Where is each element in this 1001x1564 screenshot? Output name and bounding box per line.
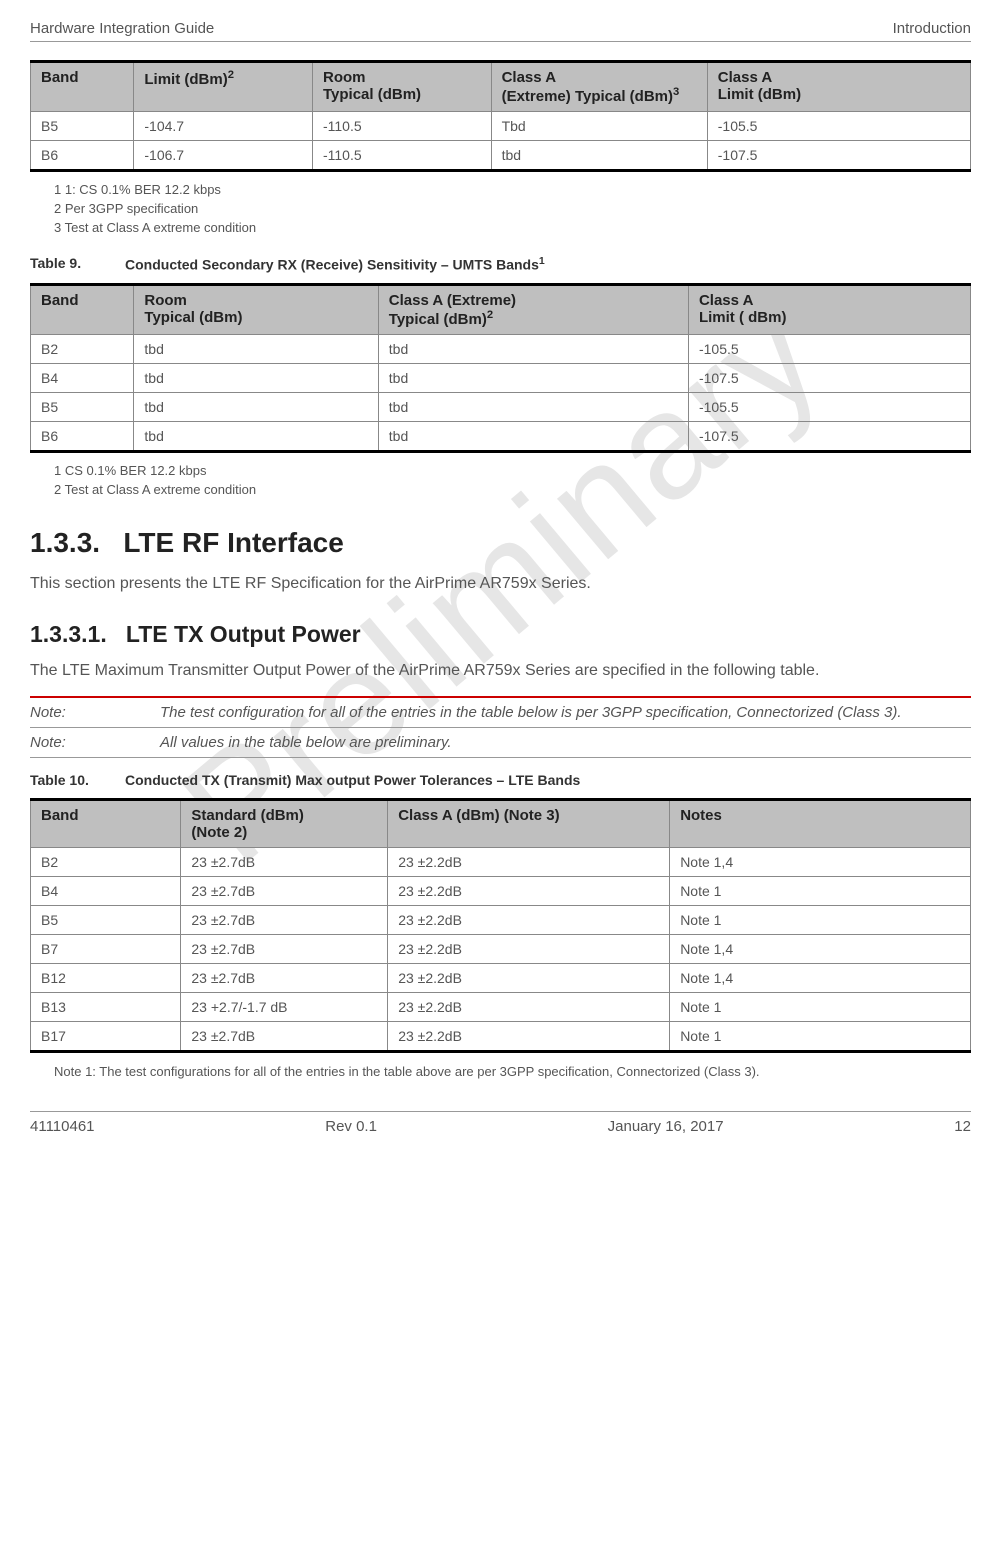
- table-row: B1223 ±2.7dB23 ±2.2dBNote 1,4: [31, 964, 971, 993]
- t9-h-band: Band: [31, 284, 134, 334]
- t9-h-lim: Class ALimit ( dBm): [688, 284, 970, 334]
- header-left: Hardware Integration Guide: [30, 20, 214, 37]
- t10-h-std: Standard (dBm)(Note 2): [181, 800, 388, 848]
- note-label: Note:: [30, 704, 160, 721]
- table-row: B5-104.7-110.5Tbd-105.5: [31, 112, 971, 141]
- table-row: B423 ±2.7dB23 ±2.2dBNote 1: [31, 877, 971, 906]
- footer-docnum: 41110461: [30, 1118, 95, 1135]
- footer-date: January 16, 2017: [608, 1118, 724, 1135]
- t9-h-room: RoomTypical (dBm): [134, 284, 378, 334]
- section-1-3-3-1-heading: 1.3.3.1. LTE TX Output Power: [30, 621, 971, 648]
- table-row: B5tbdtbd-105.5: [31, 392, 971, 421]
- t10-h-band: Band: [31, 800, 181, 848]
- table-9-caption: Table 9. Conducted Secondary RX (Receive…: [30, 255, 971, 273]
- t8-h-room: RoomTypical (dBm): [312, 62, 491, 112]
- footer-rev: Rev 0.1: [325, 1118, 377, 1135]
- t8-h-classa-ext: Class A(Extreme) Typical (dBm)3: [491, 62, 707, 112]
- table-row: B4tbdtbd-107.5: [31, 363, 971, 392]
- table-10-postnote: Note 1: The test configurations for all …: [54, 1063, 971, 1081]
- t10-h-notes: Notes: [670, 800, 971, 848]
- section-1-3-3-body: This section presents the LTE RF Specifi…: [30, 573, 971, 595]
- table-row: B2tbdtbd-105.5: [31, 334, 971, 363]
- note-text-2: All values in the table below are prelim…: [160, 734, 971, 751]
- t8-h-band: Band: [31, 62, 134, 112]
- section-1-3-3-1-body: The LTE Maximum Transmitter Output Power…: [30, 660, 971, 682]
- note-text-1: The test configuration for all of the en…: [160, 704, 971, 721]
- table-9-footnotes: 1 CS 0.1% BER 12.2 kbps 2 Test at Class …: [54, 463, 971, 497]
- table-row: B723 ±2.7dB23 ±2.2dBNote 1,4: [31, 935, 971, 964]
- section-1-3-3-heading: 1.3.3. LTE RF Interface: [30, 527, 971, 559]
- table-8-footnotes: 1 1: CS 0.1% BER 12.2 kbps 2 Per 3GPP sp…: [54, 182, 971, 235]
- t9-h-ext: Class A (Extreme)Typical (dBm)2: [378, 284, 688, 334]
- t8-h-limit: Limit (dBm)2: [134, 62, 313, 112]
- table-10-caption: Table 10. Conducted TX (Transmit) Max ou…: [30, 772, 971, 788]
- table-8: Band Limit (dBm)2 RoomTypical (dBm) Clas…: [30, 60, 971, 172]
- note-block: Note: The test configuration for all of …: [30, 696, 971, 758]
- table-row: B223 ±2.7dB23 ±2.2dBNote 1,4: [31, 848, 971, 877]
- table-row: B1323 +2.7/-1.7 dB23 ±2.2dBNote 1: [31, 993, 971, 1022]
- page-header: Hardware Integration Guide Introduction: [30, 20, 971, 42]
- table-row: B6-106.7-110.5tbd-107.5: [31, 141, 971, 171]
- header-right: Introduction: [893, 20, 971, 37]
- note-label: Note:: [30, 734, 160, 751]
- table-10: Band Standard (dBm)(Note 2) Class A (dBm…: [30, 798, 971, 1053]
- page-footer: 41110461 Rev 0.1 January 16, 2017 12: [30, 1111, 971, 1135]
- table-row: B523 ±2.7dB23 ±2.2dBNote 1: [31, 906, 971, 935]
- t10-h-cls: Class A (dBm) (Note 3): [388, 800, 670, 848]
- table-9: Band RoomTypical (dBm) Class A (Extreme)…: [30, 283, 971, 453]
- table-row: B6tbdtbd-107.5: [31, 421, 971, 451]
- table-row: B1723 ±2.7dB23 ±2.2dBNote 1: [31, 1022, 971, 1052]
- footer-page: 12: [954, 1118, 971, 1135]
- t8-h-classa-lim: Class ALimit (dBm): [707, 62, 970, 112]
